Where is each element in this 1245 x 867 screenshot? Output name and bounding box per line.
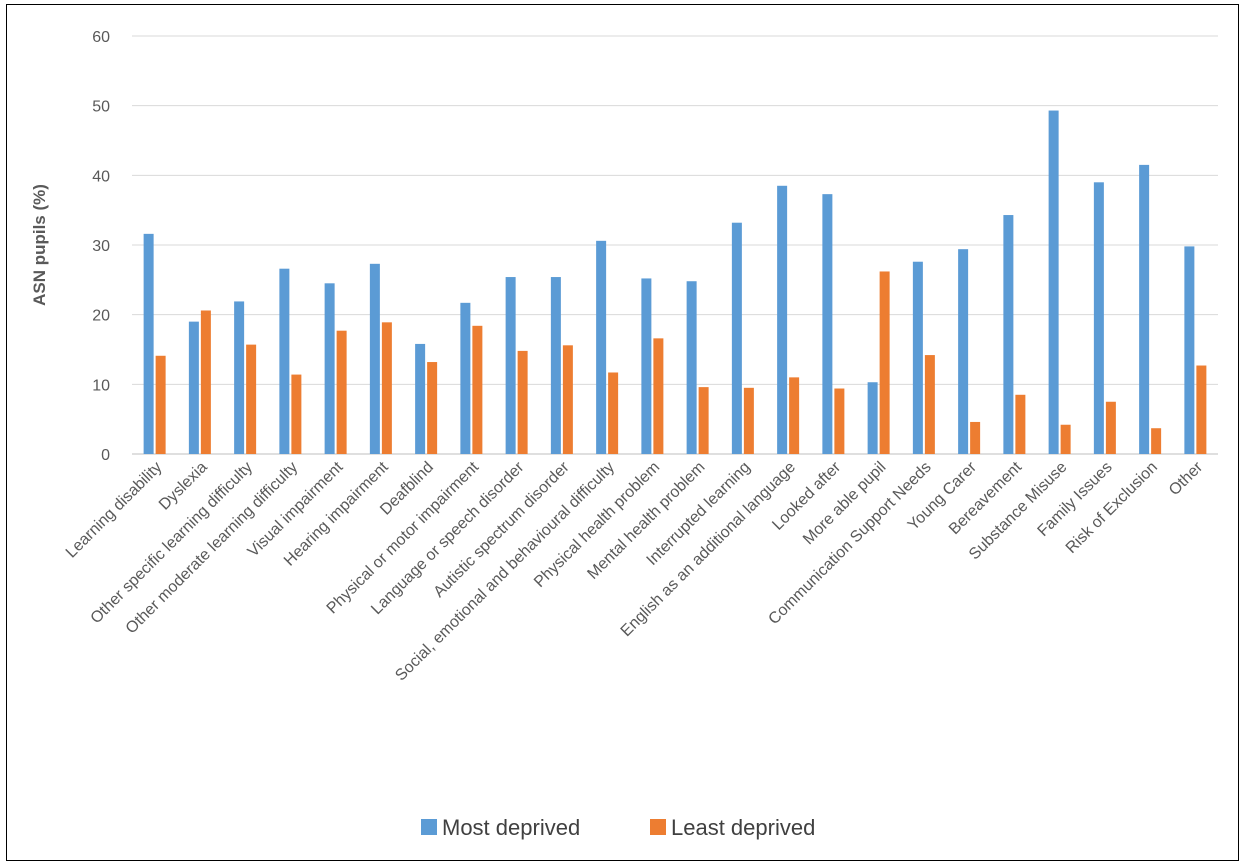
bar-most-deprived-other-moderate-learning-difficulty: [279, 268, 290, 454]
bar-least-deprived-autistic-spectrum-disorder: [562, 345, 573, 454]
bar-least-deprived-family-issues: [1105, 401, 1116, 454]
bar-least-deprived-mental-health-problem: [698, 387, 709, 454]
bar-most-deprived-communication-support-needs: [912, 261, 923, 454]
bar-most-deprived-substance-misuse: [1048, 110, 1059, 454]
bar-most-deprived-autistic-spectrum-disorder: [550, 277, 561, 454]
bars: [143, 110, 1207, 455]
legend: Most deprived Least deprived: [421, 815, 815, 840]
category-label-communication-support-needs: Communication Support Needs: [765, 459, 934, 628]
bar-least-deprived-physical-or-motor-impairment: [472, 325, 483, 454]
bar-most-deprived-other-specific-learning-difficulty: [234, 301, 245, 454]
bar-least-deprived-other-moderate-learning-difficulty: [291, 374, 302, 454]
bar-least-deprived-social-emotional-and-behavioural-difficulty: [608, 372, 619, 454]
bar-least-deprived-substance-misuse: [1060, 424, 1071, 454]
y-axis-label: ASN pupils (%): [30, 184, 49, 306]
bar-most-deprived-social-emotional-and-behavioural-difficulty: [596, 240, 607, 454]
y-tick-labels: 0 10 20 30 40 50 60: [92, 29, 110, 464]
chart-frame: [6, 4, 1239, 861]
y-tick-60: 60: [92, 29, 110, 46]
category-label-more-able-pupil: More able pupil: [800, 459, 889, 548]
bar-most-deprived-hearing-impairment: [369, 263, 380, 454]
y-tick-50: 50: [92, 99, 110, 116]
bar-least-deprived-communication-support-needs: [924, 355, 935, 454]
y-tick-0: 0: [101, 447, 110, 464]
bar-most-deprived-interrupted-learning: [731, 222, 742, 454]
bar-most-deprived-looked-after: [822, 194, 833, 455]
y-tick-20: 20: [92, 308, 110, 325]
bar-most-deprived-other: [1184, 246, 1195, 454]
bar-most-deprived-visual-impairment: [324, 283, 335, 454]
bar-most-deprived-physical-or-motor-impairment: [460, 302, 471, 454]
legend-label-least-deprived: Least deprived: [671, 815, 815, 840]
y-tick-30: 30: [92, 238, 110, 255]
bar-least-deprived-hearing-impairment: [381, 322, 392, 454]
bar-least-deprived-bereavement: [1015, 394, 1026, 454]
bar-most-deprived-young-carer: [958, 249, 969, 454]
bar-least-deprived-english-as-an-additional-language: [789, 377, 800, 454]
bar-least-deprived-other-specific-learning-difficulty: [246, 344, 257, 454]
bar-most-deprived-mental-health-problem: [686, 281, 697, 454]
bar-most-deprived-physical-health-problem: [641, 278, 652, 454]
bar-most-deprived-dyslexia: [188, 321, 199, 454]
bar-least-deprived-learning-disability: [155, 355, 166, 454]
bar-most-deprived-risk-of-exclusion: [1139, 164, 1150, 454]
bar-most-deprived-more-able-pupil: [867, 382, 878, 454]
bar-least-deprived-more-able-pupil: [879, 271, 890, 454]
bar-least-deprived-interrupted-learning: [743, 387, 754, 454]
bar-least-deprived-looked-after: [834, 388, 845, 454]
bar-most-deprived-family-issues: [1093, 182, 1104, 455]
bar-least-deprived-physical-health-problem: [653, 338, 664, 454]
bar-least-deprived-risk-of-exclusion: [1151, 428, 1162, 454]
legend-swatch-most-deprived: [421, 819, 437, 835]
legend-label-most-deprived: Most deprived: [442, 815, 580, 840]
category-label-learning-disability: Learning disability: [63, 459, 166, 562]
bar-most-deprived-language-or-speech-disorder: [505, 277, 516, 454]
bar-least-deprived-language-or-speech-disorder: [517, 350, 528, 454]
bar-most-deprived-deafblind: [415, 343, 426, 454]
category-label-other: Other: [1166, 458, 1207, 499]
bar-least-deprived-visual-impairment: [336, 330, 347, 454]
legend-swatch-least-deprived: [650, 819, 666, 835]
bar-least-deprived-young-carer: [970, 421, 981, 454]
bar-least-deprived-deafblind: [427, 362, 438, 454]
y-tick-10: 10: [92, 377, 110, 394]
gridlines: [132, 35, 1218, 455]
y-tick-40: 40: [92, 168, 110, 185]
bar-most-deprived-english-as-an-additional-language: [777, 185, 788, 455]
bar-least-deprived-dyslexia: [200, 310, 211, 454]
bar-most-deprived-bereavement: [1003, 215, 1014, 454]
bar-least-deprived-other: [1196, 365, 1207, 454]
bar-most-deprived-learning-disability: [143, 233, 154, 454]
category-label-other-specific-learning-difficulty: Other specific learning difficulty: [88, 459, 256, 627]
